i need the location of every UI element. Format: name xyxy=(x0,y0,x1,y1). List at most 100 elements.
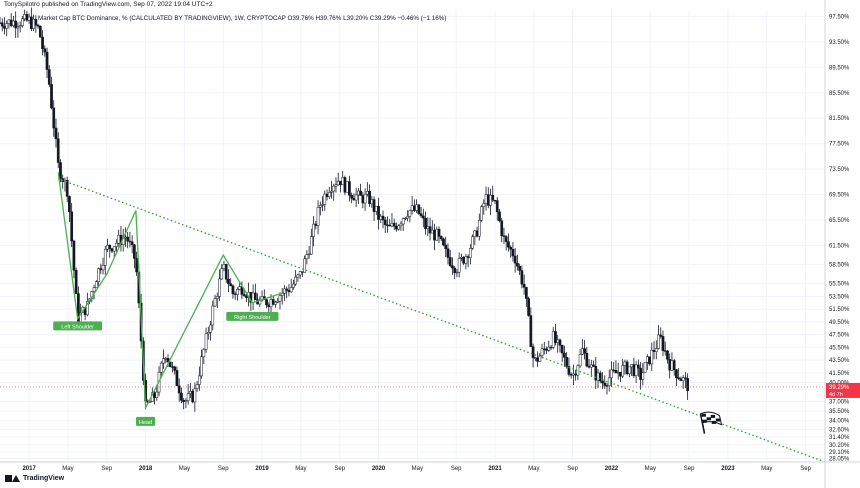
candle xyxy=(592,360,595,368)
candle xyxy=(97,267,100,286)
candle xyxy=(350,192,354,204)
candle xyxy=(645,354,649,371)
candle-body xyxy=(475,230,479,237)
y-tick-label: 53.50% xyxy=(829,294,850,300)
candle-body xyxy=(265,299,268,306)
candle xyxy=(507,233,510,252)
candle-body xyxy=(603,382,607,386)
candle xyxy=(301,271,304,277)
candle-body xyxy=(363,193,367,204)
candle xyxy=(504,235,508,251)
x-tick-label: Sep xyxy=(567,466,578,472)
x-tick-label: 2019 xyxy=(255,466,269,472)
candle xyxy=(455,269,459,278)
candle-body xyxy=(130,241,134,246)
y-tick-label: 31.40% xyxy=(829,435,850,441)
x-tick-label: May xyxy=(62,466,73,472)
candle xyxy=(641,362,645,386)
candle xyxy=(271,295,275,306)
tradingview-logo: TradingView xyxy=(5,474,64,483)
candle-body xyxy=(540,348,544,356)
candle-body xyxy=(379,215,383,220)
candle-body xyxy=(224,264,228,280)
pattern-label: Head xyxy=(135,416,156,426)
candle xyxy=(556,334,560,353)
candle xyxy=(5,20,9,37)
x-tick-label: Sep xyxy=(218,466,229,472)
candle xyxy=(374,205,378,215)
candle xyxy=(538,352,542,362)
candle-body xyxy=(666,350,669,360)
candle-body xyxy=(245,295,248,298)
candle-body xyxy=(343,177,347,193)
last-price-badge: 39.29%4d 7h xyxy=(0,382,860,398)
y-tick-label: 30.20% xyxy=(829,443,850,449)
candle-body xyxy=(607,377,611,386)
candle xyxy=(204,327,208,353)
candle-body xyxy=(54,127,58,140)
candle-body xyxy=(516,262,519,267)
candle-body xyxy=(103,249,107,266)
candle-body xyxy=(377,205,380,220)
candle-body xyxy=(625,361,629,374)
candle xyxy=(280,288,284,305)
candle-body xyxy=(274,301,277,305)
x-tick-label: 2018 xyxy=(139,466,153,472)
candle xyxy=(417,204,421,215)
candle-body xyxy=(547,346,551,351)
candle xyxy=(498,208,501,223)
candle-body xyxy=(65,180,69,197)
candle-body xyxy=(168,361,172,367)
candle-body xyxy=(509,246,513,250)
candle-body xyxy=(189,391,192,394)
candle xyxy=(489,188,492,216)
candle-body xyxy=(675,369,678,378)
candle-body xyxy=(63,180,67,182)
pattern-labels: Left Shoulder Head Right Shoulder xyxy=(53,311,279,426)
candle xyxy=(639,362,642,390)
candle-body xyxy=(507,241,510,248)
candle-body xyxy=(601,380,604,384)
grid-lines xyxy=(0,10,825,462)
pattern-label-text: Left Shoulder xyxy=(61,324,94,330)
y-tick-label: 37.00% xyxy=(829,400,850,406)
candle-body xyxy=(162,358,165,364)
candle xyxy=(298,270,302,279)
candle-body xyxy=(7,19,11,24)
candle-body xyxy=(155,391,159,398)
candle-body xyxy=(419,213,423,217)
candle xyxy=(70,202,74,248)
candle xyxy=(619,371,622,383)
candle-body xyxy=(354,194,358,201)
x-tick-label: Sep xyxy=(334,466,345,472)
candle-body xyxy=(204,333,208,350)
candle-body xyxy=(628,366,631,374)
candle xyxy=(437,226,441,244)
symbol-title: Market Cap BTC Dominance, % (CALCULATED … xyxy=(38,15,286,22)
candle-body xyxy=(435,228,439,241)
candle-body xyxy=(491,194,495,201)
candle xyxy=(206,326,210,340)
candle xyxy=(464,253,468,270)
candle-body xyxy=(498,211,501,222)
flag-check xyxy=(706,417,712,421)
candle-body xyxy=(448,257,452,266)
candle-body xyxy=(439,236,443,240)
candle-body xyxy=(292,283,295,288)
candle-body xyxy=(592,364,595,367)
candle-body xyxy=(681,377,685,381)
candle-body xyxy=(428,226,432,234)
candle-body xyxy=(473,230,477,237)
candle-body xyxy=(545,348,548,351)
y-tick-label: 77.50% xyxy=(829,142,850,148)
candle-body xyxy=(301,271,304,273)
candle xyxy=(177,378,181,402)
candle-body xyxy=(117,234,121,244)
candle xyxy=(267,302,271,312)
candle-body xyxy=(486,194,490,206)
flag-check xyxy=(715,418,721,422)
candle xyxy=(265,298,268,309)
candle-body xyxy=(327,192,331,197)
candle xyxy=(52,100,56,137)
